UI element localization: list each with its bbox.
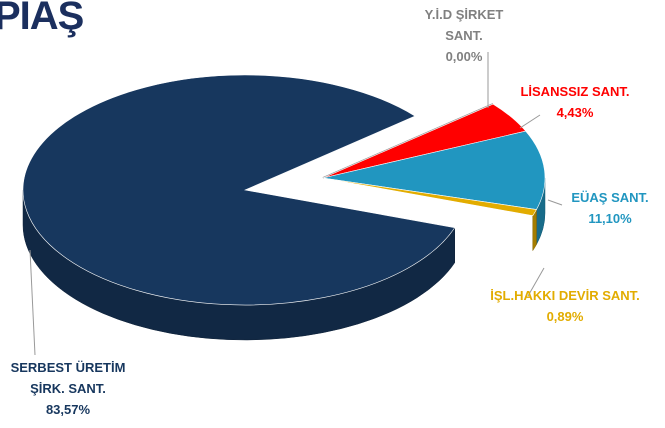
slice-name: İŞL.HAKKI DEVİR SANT. (490, 288, 640, 303)
leader-line (519, 114, 541, 129)
data-label: SERBEST ÜRETİM ŞİRK. SANT. 83,57% (3, 357, 133, 420)
slice-value: 0,00% (445, 49, 483, 64)
slice-value: 0,89% (546, 309, 584, 324)
leader-line (547, 199, 563, 206)
chart-title: PIAŞ (0, 0, 84, 38)
slice-side (532, 209, 537, 252)
slice (22, 74, 456, 306)
slice (322, 130, 546, 210)
data-label: EÜAŞ SANT. 11,10% (555, 187, 665, 229)
data-label: Y.İ.D ŞİRKET SANT. 0,00% (408, 4, 520, 67)
slice (322, 177, 537, 216)
data-label: LİSANSSIZ SANT. 4,43% (500, 81, 650, 123)
slice-value: 11,10% (588, 211, 632, 226)
slice-name: Y.İ.D ŞİRKET SANT. (424, 7, 504, 43)
leader-line (527, 267, 545, 297)
slice-name: LİSANSSIZ SANT. (520, 84, 630, 99)
slice-name: EÜAŞ SANT. (571, 190, 649, 205)
slice-value: 4,43% (556, 105, 594, 120)
leader-line (29, 249, 36, 356)
slice-name: SERBEST ÜRETİM ŞİRK. SANT. (10, 360, 126, 396)
data-label: İŞL.HAKKI DEVİR SANT. 0,89% (470, 285, 660, 327)
slice-value: 83,57% (45, 402, 91, 417)
